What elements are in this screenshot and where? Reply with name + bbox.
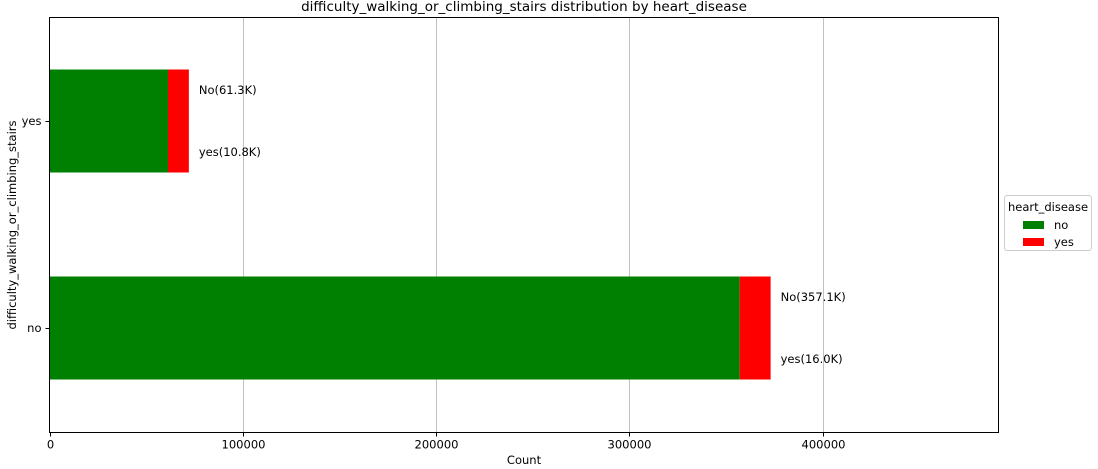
legend-title: heart_disease [1007, 200, 1089, 214]
x-axis-label: Count [507, 453, 542, 467]
x-tick-label-0: 0 [47, 438, 54, 452]
y-axis-label: difficulty_walking_or_climbing_stairs [5, 120, 19, 329]
y-tick-label-yes: yes [22, 114, 42, 128]
chart-title: difficulty_walking_or_climbing_stairs di… [301, 0, 747, 15]
x-tick-label-400000: 400000 [802, 438, 846, 452]
bar-no-no [49, 276, 740, 380]
x-axis-ticks: 0 100000 200000 300000 400000 [47, 432, 846, 452]
y-axis-ticks: no yes [22, 114, 50, 335]
x-tick-label-100000: 100000 [222, 438, 266, 452]
legend: heart_disease no yes [1004, 195, 1092, 251]
x-tick-label-300000: 300000 [608, 438, 652, 452]
bar-label-no-yes: yes(16.0K) [781, 352, 843, 366]
x-tick-label-200000: 200000 [415, 438, 459, 452]
bar-yes-no [49, 69, 168, 173]
bar-yes-yes [167, 69, 189, 173]
bar-no-yes [739, 276, 771, 380]
y-tick-label-no: no [27, 321, 41, 335]
bars [49, 69, 771, 380]
legend-label-no: no [1054, 218, 1069, 232]
bar-label-yes-yes: yes(10.8K) [199, 145, 261, 159]
bar-label-yes-no: No(61.3K) [199, 83, 257, 97]
legend-swatch-yes [1023, 238, 1044, 246]
plot-frame [49, 17, 999, 433]
bar-labels: No(357.1K) yes(16.0K) No(61.3K) yes(10.8K) [199, 83, 846, 366]
legend-label-yes: yes [1054, 235, 1074, 249]
legend-swatch-no [1023, 221, 1044, 229]
bar-label-no-no: No(357.1K) [781, 290, 846, 304]
